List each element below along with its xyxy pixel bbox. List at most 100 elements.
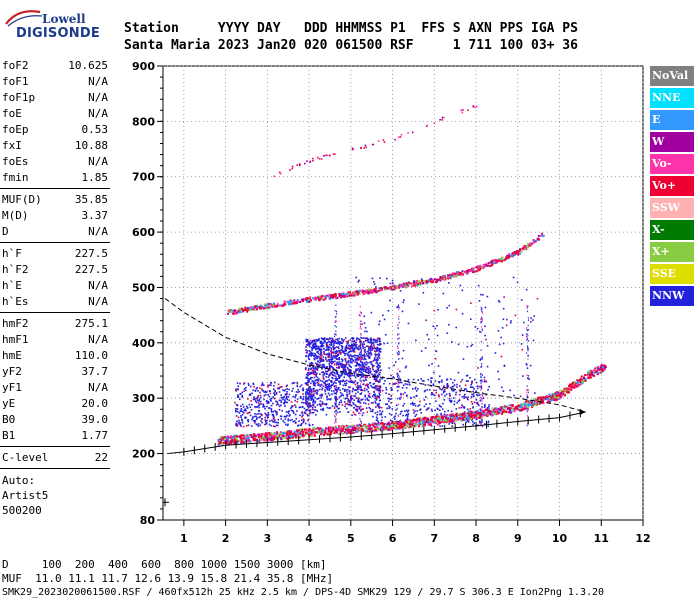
trace-point [244,439,247,442]
trace-point [486,413,489,416]
echo-point [377,369,380,371]
trace-point [235,436,238,439]
echo-point [319,361,321,364]
echo-point [360,399,362,402]
echo-point [383,318,386,321]
echo-point [452,390,454,392]
trace-point [510,410,513,413]
echo-point [356,347,359,349]
echo-point [378,389,380,392]
echo-point [283,390,286,392]
param-name: foF2 [2,59,29,72]
trace-point [597,365,600,368]
echo-point [526,329,528,331]
echo-point [276,400,278,403]
echo-point [354,408,357,411]
trace-point [236,435,239,438]
echo-point [329,366,331,368]
trace-point [302,433,305,436]
trace-point [428,422,431,425]
trace-point [589,373,592,376]
echo-point [255,415,257,418]
echo-point [334,324,336,327]
echo-point [527,367,529,370]
trace-point [534,402,537,405]
trace-point [474,410,477,413]
echo-point [284,400,286,403]
trace-point [393,421,396,424]
echo-point [477,367,479,369]
trace-point [480,415,483,418]
echo-point [321,368,323,370]
trace-point [339,430,342,433]
echo-point [310,368,312,371]
trace-point [470,411,473,414]
echo-point [480,389,482,391]
echo-point [362,365,365,368]
echo-point [244,408,247,410]
trace-point [367,428,370,431]
echo-point [345,384,347,387]
echo-point [306,377,309,379]
echo-point [483,376,486,379]
echo-point [443,399,446,401]
echo-point [322,347,325,350]
echo-point [360,365,362,368]
echo-point [397,345,399,348]
trace-point [440,278,443,281]
trace-point [227,439,230,442]
trace-point [297,433,300,436]
trace-point [544,395,547,398]
echo-point [480,373,482,375]
divider [0,312,110,313]
echo-point [241,403,244,406]
echo-point [306,414,309,417]
trace-point [536,238,539,241]
trace-point [327,432,330,435]
echo-point [337,340,340,343]
param-row: MUF(D) 35.85 [0,192,112,208]
echo-point [480,366,482,368]
echo-point [324,386,327,389]
echo-point [310,382,312,385]
x-tick-label: 11 [594,532,609,545]
echo-point [344,382,346,385]
echo-point [379,413,381,416]
echo-point [437,408,439,411]
trace-point [570,388,573,391]
trace-point [268,432,271,435]
echo-point [356,386,358,388]
echo-point [262,403,264,406]
trace-point [590,370,593,373]
echo-point [367,383,370,386]
trace-point [228,436,231,439]
trace-point [382,428,385,431]
trace-point [276,431,279,434]
echo-point [369,367,372,370]
echo-point [280,399,282,402]
echo-point [266,419,268,422]
trace-point [503,409,506,412]
trace-point [429,420,432,423]
echo-point [335,346,337,348]
trace-point [384,288,387,291]
echo-point [307,414,310,417]
echo-point [398,382,400,384]
echo-point [331,356,333,359]
trace-point [333,432,336,435]
echo-point [306,402,309,405]
divider [0,242,110,243]
trace-point [516,407,519,410]
echo-point [361,408,363,411]
echo-point [341,365,344,368]
echo-point [370,339,373,341]
echo-point [360,383,362,385]
trace-point [308,434,311,437]
x-tick-label: 1 [180,532,188,545]
echo-point [336,366,338,369]
echo-point [373,365,375,367]
echo-point [313,347,316,349]
trace-point [360,430,363,433]
trace-point [587,377,590,380]
echo-point [337,362,340,364]
